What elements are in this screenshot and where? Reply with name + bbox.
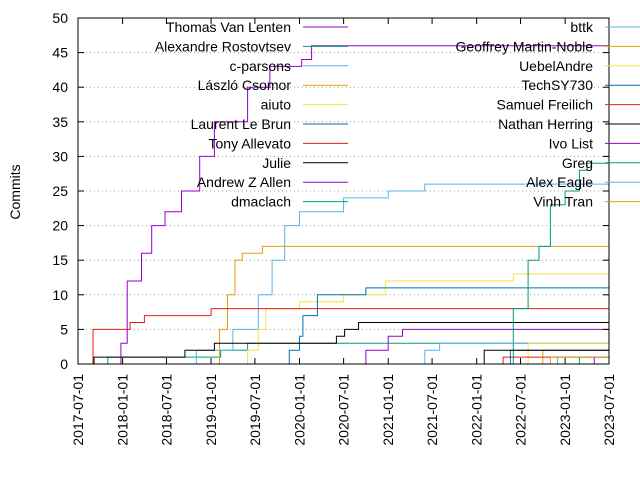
legend-label: Vinh Tran: [533, 194, 593, 210]
x-tick-label: 2018-01-01: [115, 374, 131, 446]
series-line-0: [116, 45, 609, 365]
series-lines: [85, 45, 609, 365]
grid-lines: [78, 52, 609, 330]
series-line-16: [586, 356, 609, 365]
legend-label: Alexandre Rostovtsev: [155, 38, 291, 54]
legend-label: Andrew Z Allen: [197, 174, 291, 190]
x-tick-label: 2017-07-01: [70, 374, 86, 446]
y-tick-label: 50: [52, 10, 68, 26]
legend-label: Thomas Van Lenten: [166, 19, 291, 35]
y-tick-label: 15: [52, 252, 68, 268]
y-tick-label: 45: [52, 45, 68, 61]
x-tick-label: 2018-07-01: [158, 374, 174, 446]
legend-label: Nathan Herring: [498, 116, 593, 132]
x-tick-label: 2022-01-01: [469, 374, 485, 446]
legend-label: Julie: [262, 155, 291, 171]
legend-label: László Csomor: [198, 77, 292, 93]
series-line-17: [572, 356, 609, 365]
y-axis-ticks: 0 5 10 15 20 25 30 35 40 45 50: [52, 10, 609, 372]
legend-label: Samuel Freilich: [497, 97, 593, 113]
x-tick-label: 2019-07-01: [247, 374, 263, 446]
x-tick-label: 2021-07-01: [424, 374, 440, 446]
legend: Thomas Van Lenten Alexandre Rostovtsev c-p…: [155, 19, 640, 210]
x-tick-label: 2019-01-01: [203, 374, 219, 446]
x-tick-label: 2023-01-01: [557, 374, 573, 446]
y-tick-label: 20: [52, 218, 68, 234]
series-line-2: [188, 183, 609, 365]
legend-label: bttk: [570, 19, 594, 35]
legend-label: Tony Allevato: [209, 135, 292, 151]
series-line-7: [90, 322, 609, 365]
legend-label: aiuto: [261, 97, 292, 113]
x-tick-label: 2020-01-01: [292, 374, 308, 446]
legend-label: c-parsons: [230, 58, 291, 74]
series-line-3: [214, 245, 609, 365]
legend-label: Greg: [562, 155, 593, 171]
y-tick-label: 25: [52, 183, 68, 199]
series-line-5: [269, 287, 609, 365]
legend-label: UebelAndre: [519, 58, 593, 74]
legend-label: Alex Eagle: [526, 174, 593, 190]
series-line-8: [351, 328, 609, 365]
x-axis-ticks: 2017-07-01 2018-01-01 2018-07-01 2019-01-01…: [70, 18, 617, 446]
y-axis-label: Commits: [7, 164, 23, 219]
series-line-19: [542, 356, 609, 365]
legend-label: Ivo List: [549, 135, 593, 151]
series-line-4: [240, 273, 609, 365]
y-tick-label: 35: [52, 114, 68, 130]
series-line-1: [103, 342, 609, 365]
y-tick-label: 0: [60, 356, 68, 372]
x-tick-label: 2022-07-01: [513, 374, 529, 446]
legend-label: Geoffrey Martin-Noble: [456, 38, 594, 54]
legend-label: Laurent Le Brun: [191, 116, 291, 132]
y-tick-label: 5: [60, 321, 68, 337]
y-tick-label: 30: [52, 148, 68, 164]
series-line-9: [491, 162, 609, 365]
x-tick-label: 2020-07-01: [336, 374, 352, 446]
series-line-14: [498, 356, 609, 365]
series-line-6: [85, 308, 609, 365]
y-tick-label: 40: [52, 79, 68, 95]
legend-label: dmaclach: [231, 194, 291, 210]
y-tick-label: 10: [52, 287, 68, 303]
x-tick-label: 2023-07-01: [601, 374, 617, 446]
legend-label: TechSY730: [521, 77, 593, 93]
x-tick-label: 2021-01-01: [380, 374, 396, 446]
